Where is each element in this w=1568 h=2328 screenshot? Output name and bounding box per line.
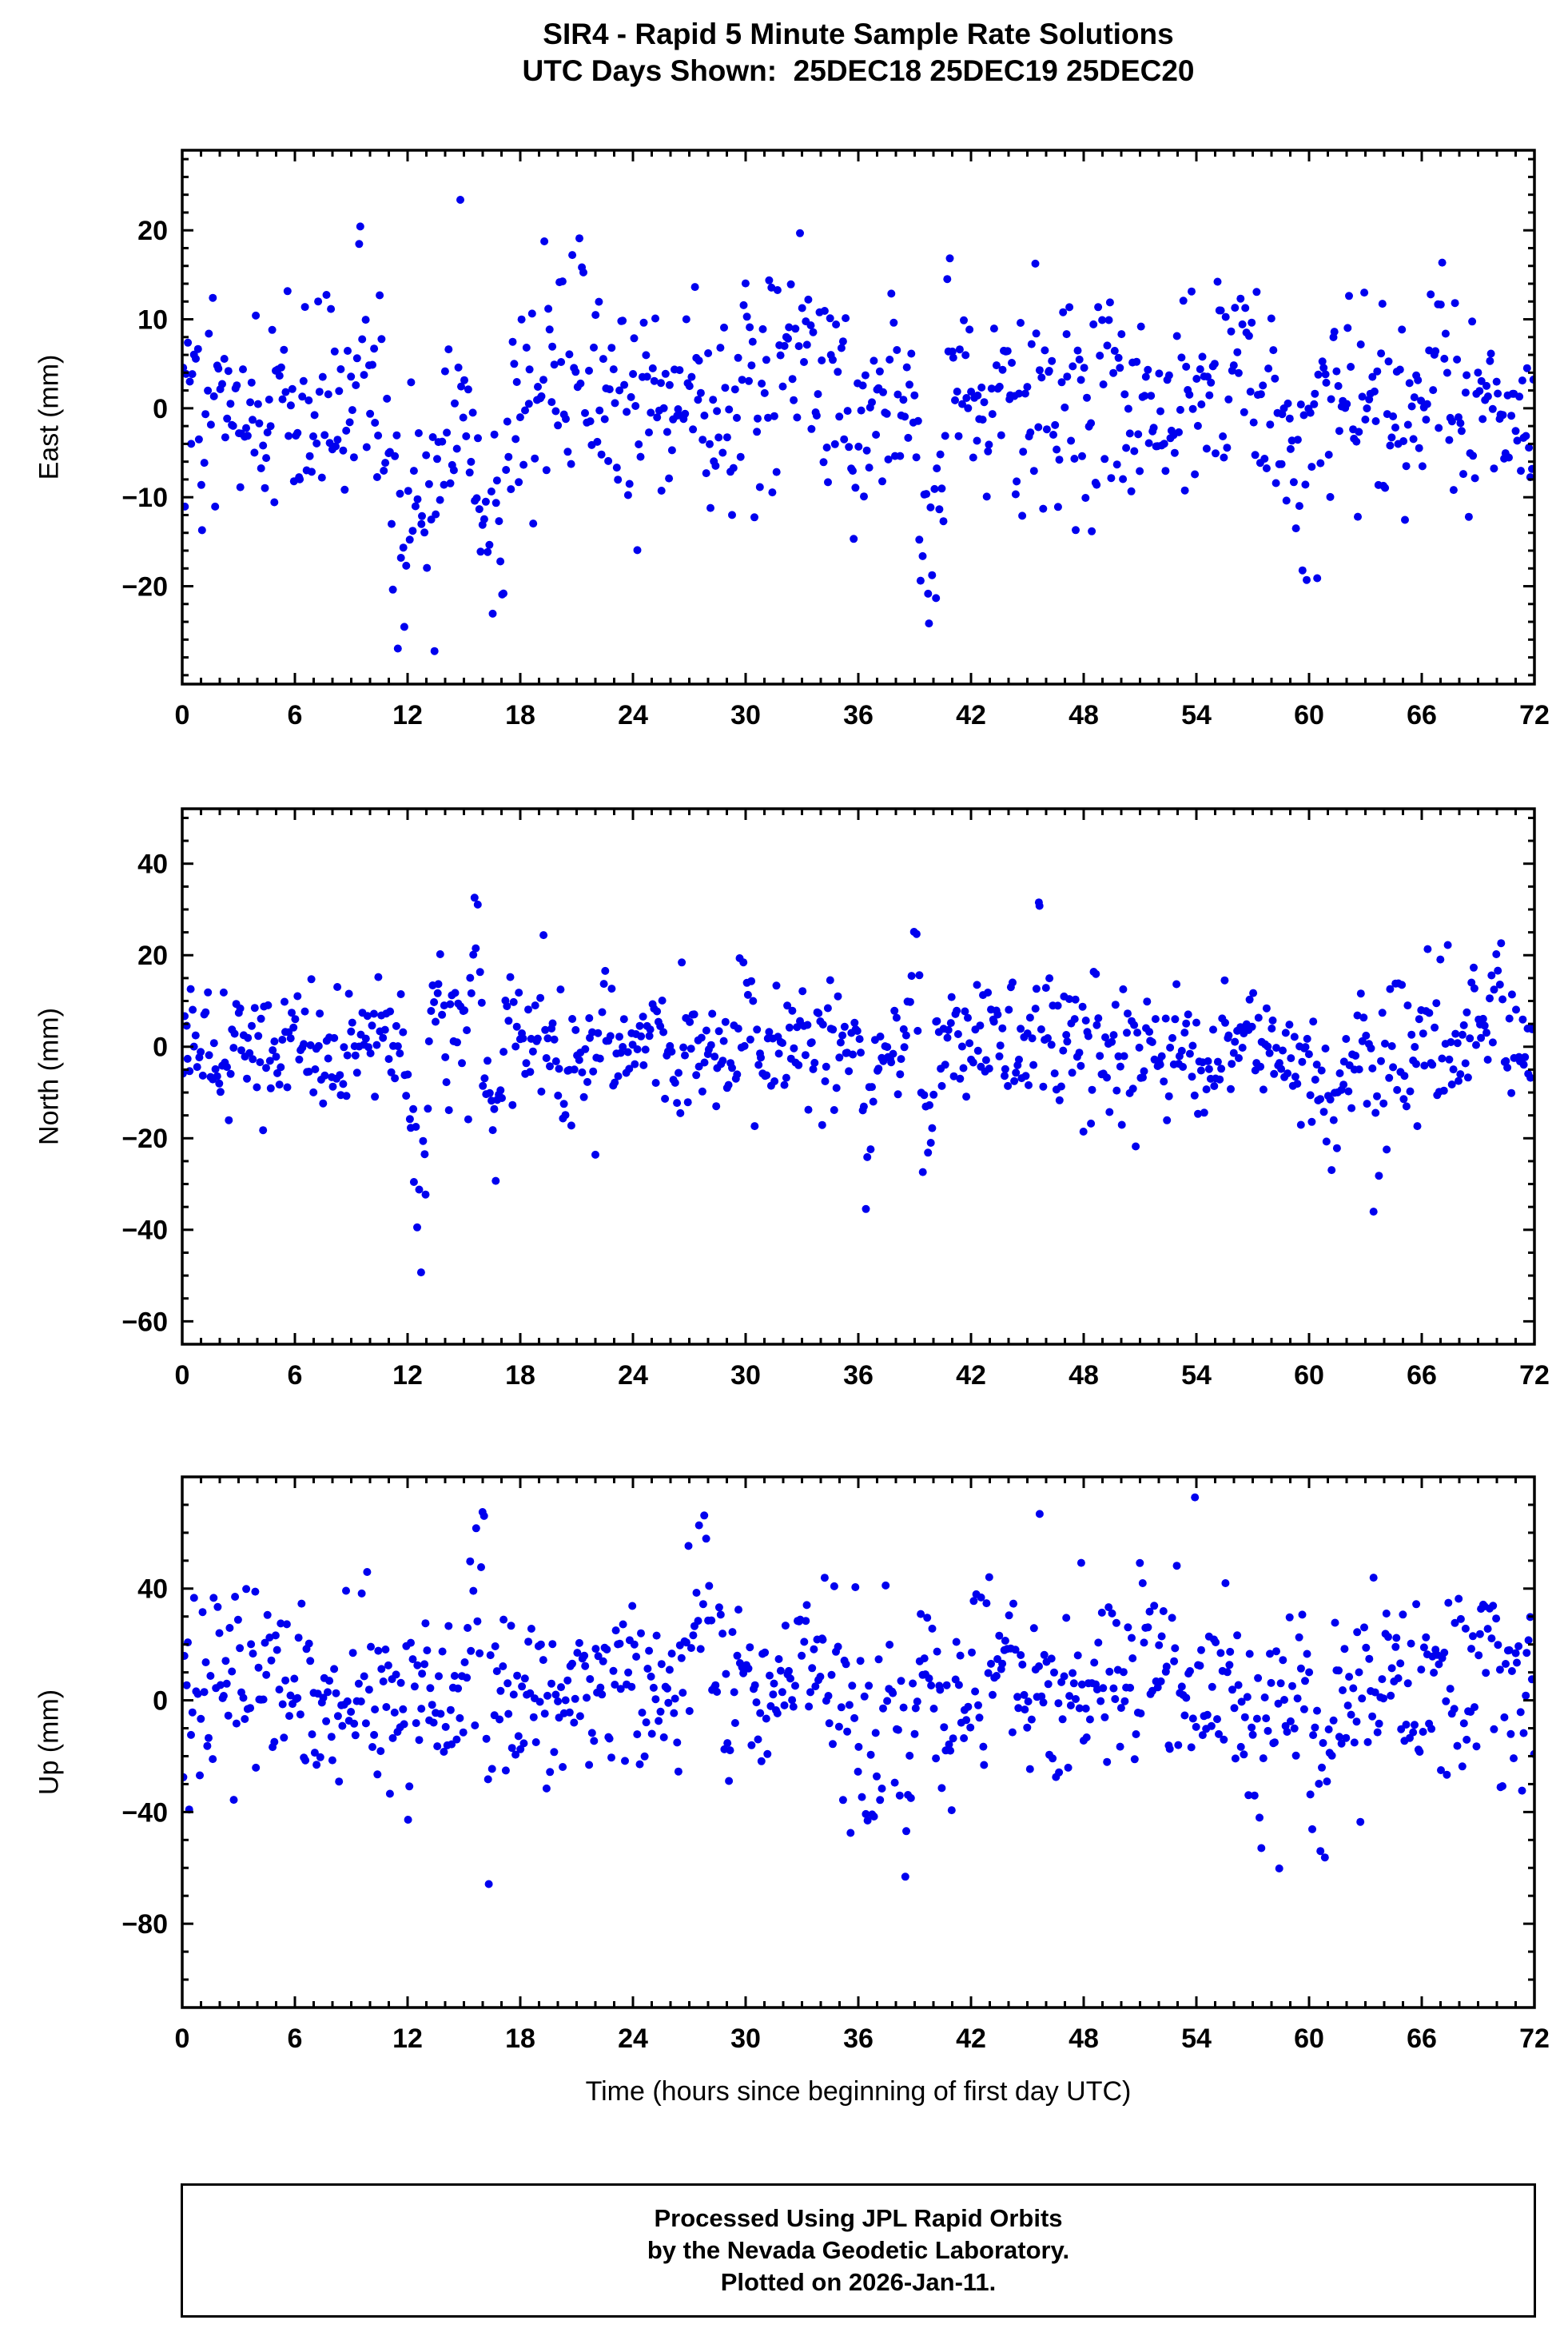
svg-text:−80: −80 xyxy=(121,1909,168,1940)
svg-text:66: 66 xyxy=(1407,2024,1437,2054)
svg-text:40: 40 xyxy=(137,1574,168,1605)
svg-text:18: 18 xyxy=(505,1360,535,1391)
svg-text:42: 42 xyxy=(956,700,986,730)
svg-text:54: 54 xyxy=(1181,700,1212,730)
svg-text:54: 54 xyxy=(1181,2024,1212,2054)
svg-text:18: 18 xyxy=(505,2024,535,2054)
svg-text:42: 42 xyxy=(956,2024,986,2054)
svg-text:36: 36 xyxy=(843,1360,874,1391)
svg-text:24: 24 xyxy=(618,700,648,730)
svg-text:72: 72 xyxy=(1519,2024,1550,2054)
svg-text:0: 0 xyxy=(153,394,168,424)
east-panel-plot: 0 6 12 18 24 30 36 42 48 54 60 66 72 −20 −10 0 10 20 xyxy=(121,149,1550,730)
svg-text:0: 0 xyxy=(175,2024,190,2054)
svg-text:0: 0 xyxy=(153,1033,168,1063)
svg-text:−40: −40 xyxy=(121,1216,168,1246)
svg-text:48: 48 xyxy=(1069,1360,1099,1391)
up-panel-plot: 0 6 12 18 24 30 36 42 48 54 60 66 72 −80 −40 0 40 xyxy=(121,1475,1550,2054)
svg-text:42: 42 xyxy=(956,1360,986,1391)
svg-text:66: 66 xyxy=(1407,700,1437,730)
svg-text:12: 12 xyxy=(392,1360,423,1391)
svg-text:0: 0 xyxy=(153,1685,168,1716)
svg-text:20: 20 xyxy=(137,941,168,971)
svg-text:36: 36 xyxy=(843,700,874,730)
svg-text:−20: −20 xyxy=(121,1124,168,1154)
svg-text:60: 60 xyxy=(1294,2024,1324,2054)
svg-text:30: 30 xyxy=(730,1360,761,1391)
chart-title-line2: UTC Days Shown: 25DEC18 25DEC19 25DEC20 xyxy=(522,54,1195,87)
chart-title-line1: SIR4 - Rapid 5 Minute Sample Rate Soluti… xyxy=(543,18,1174,50)
footer-line-3: Plotted on 2026-Jan-11. xyxy=(720,2268,997,2297)
svg-text:10: 10 xyxy=(137,304,168,335)
svg-text:48: 48 xyxy=(1069,700,1099,730)
svg-text:12: 12 xyxy=(392,2024,423,2054)
svg-text:18: 18 xyxy=(505,700,535,730)
svg-text:0: 0 xyxy=(175,700,190,730)
svg-text:36: 36 xyxy=(843,2024,874,2054)
svg-text:40: 40 xyxy=(137,850,168,880)
svg-text:72: 72 xyxy=(1519,700,1550,730)
svg-text:60: 60 xyxy=(1294,1360,1324,1391)
svg-text:20: 20 xyxy=(137,216,168,246)
svg-text:−40: −40 xyxy=(121,1797,168,1828)
svg-text:6: 6 xyxy=(288,2024,303,2054)
svg-text:12: 12 xyxy=(392,700,423,730)
svg-text:6: 6 xyxy=(288,700,303,730)
svg-text:24: 24 xyxy=(618,1360,648,1391)
svg-text:−60: −60 xyxy=(121,1307,168,1337)
svg-text:72: 72 xyxy=(1519,1360,1550,1391)
footer-credit-box: Processed Using JPL Rapid Orbits by the … xyxy=(181,2183,1536,2318)
svg-text:24: 24 xyxy=(618,2024,648,2054)
x-axis-title: Time (hours since beginning of first day… xyxy=(585,2076,1132,2107)
svg-text:6: 6 xyxy=(288,1360,303,1391)
svg-text:48: 48 xyxy=(1069,2024,1099,2054)
svg-text:54: 54 xyxy=(1181,1360,1212,1391)
svg-text:−20: −20 xyxy=(121,571,168,602)
svg-text:0: 0 xyxy=(175,1360,190,1391)
footer-line-2: by the Nevada Geodetic Laboratory. xyxy=(647,2235,1070,2264)
svg-text:66: 66 xyxy=(1407,1360,1437,1391)
svg-text:30: 30 xyxy=(730,700,761,730)
footer-line-1: Processed Using JPL Rapid Orbits xyxy=(654,2203,1063,2232)
svg-text:60: 60 xyxy=(1294,700,1324,730)
north-panel-plot: 0 6 12 18 24 30 36 42 48 54 60 66 72 −60 −40 −20 0 20 40 xyxy=(121,807,1550,1391)
svg-text:30: 30 xyxy=(730,2024,761,2054)
svg-text:−10: −10 xyxy=(121,483,168,513)
